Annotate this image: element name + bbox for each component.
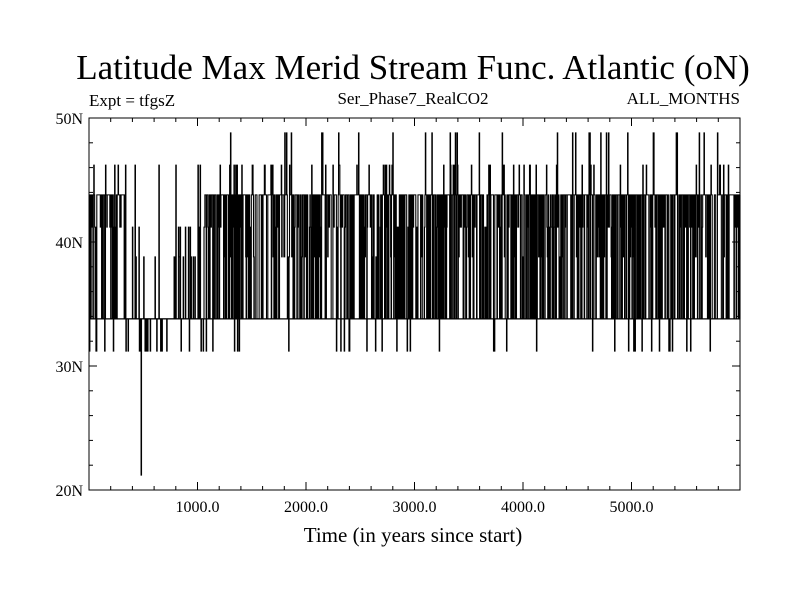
x-tick-label: 1000.0 [176, 499, 220, 516]
y-tick-label: 20N [55, 483, 83, 500]
run-label: Ser_Phase7_RealCO2 [337, 89, 488, 108]
y-tick-label: 30N [55, 359, 83, 376]
series-layer [88, 132, 741, 476]
x-tick-label: 4000.0 [501, 499, 545, 516]
x-tick-label: 3000.0 [393, 499, 437, 516]
x-axis-label: Time (in years since start) [304, 523, 523, 547]
axes-layer: 20N 30N 40N 50N 1000.0 2000.0 3000.0 4000.0 5000… [55, 111, 741, 516]
months-label: ALL_MONTHS [627, 89, 740, 108]
y-tick-label: 40N [55, 235, 83, 252]
x-tick-label: 2000.0 [284, 499, 328, 516]
chart-title: Latitude Max Merid Stream Func. Atlantic… [76, 48, 750, 87]
experiment-label: Expt = tfgsZ [89, 91, 175, 110]
y-tick-label: 50N [55, 111, 83, 128]
series-line [88, 132, 741, 476]
x-tick-label: 5000.0 [610, 499, 654, 516]
